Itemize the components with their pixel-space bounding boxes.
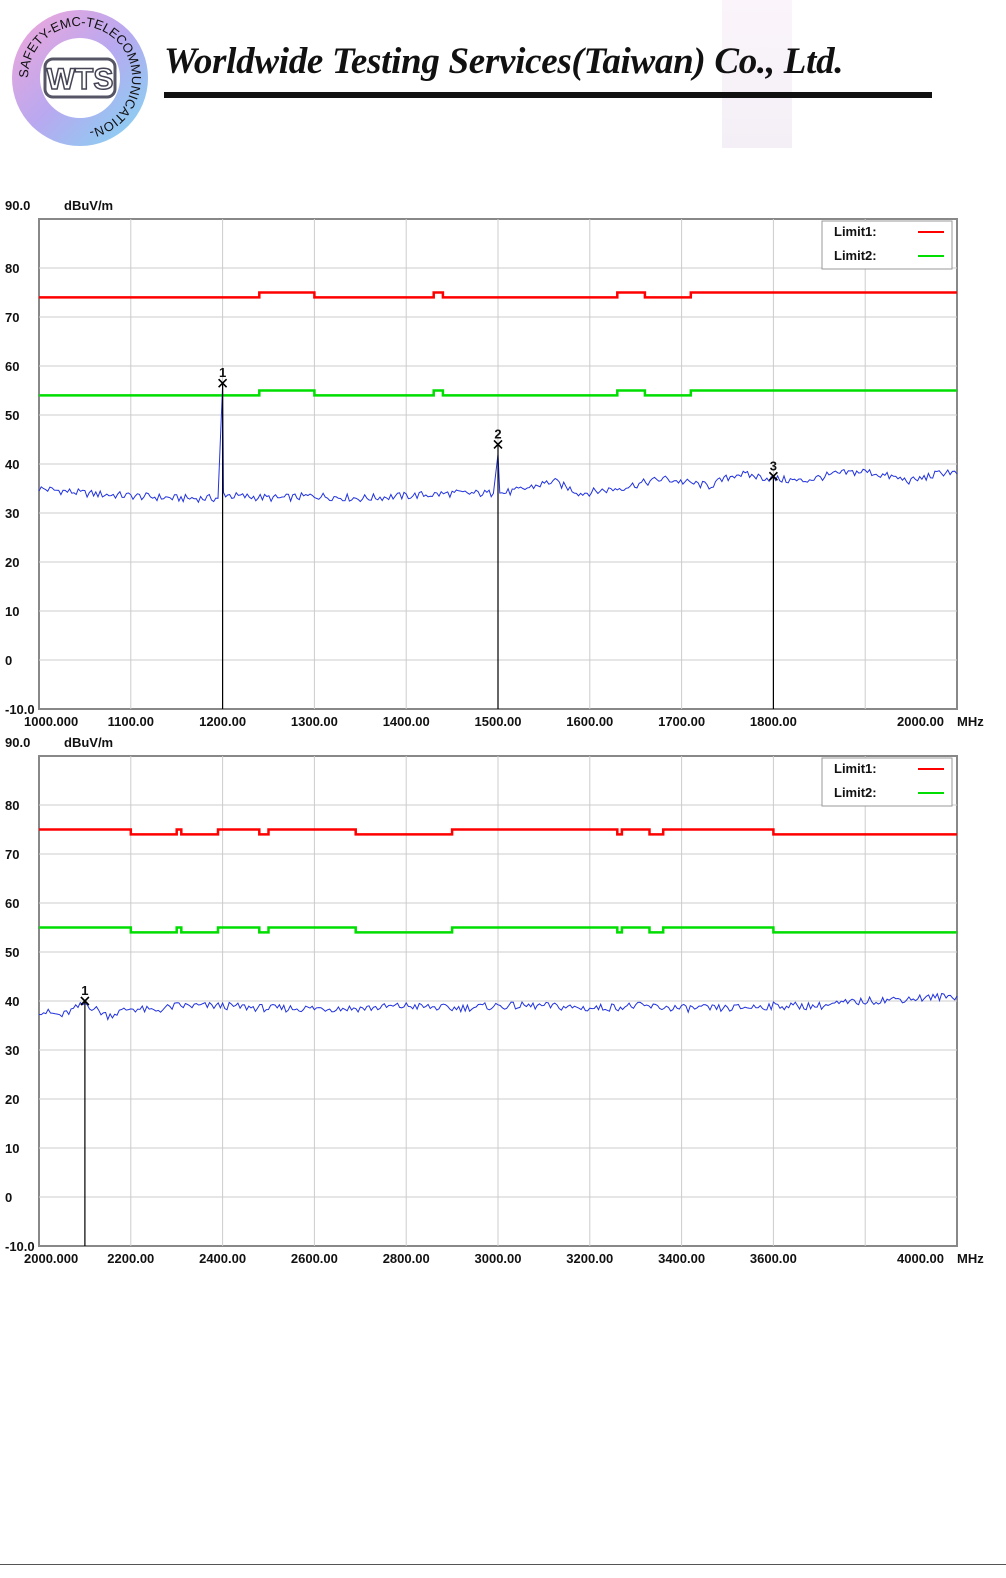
wts-logo: SAFETY-EMC-TELECOMMUNICATION- WTS — [12, 10, 148, 146]
emission-chart-2000-4000: 90.0 80 70 60 50 40 30 20 10 0 -10.0 dBuV/m 2000.000… — [5, 735, 984, 1266]
legend-label: Limit1: — [834, 761, 877, 776]
x-tick-label: 3600.00 — [750, 1251, 797, 1266]
y-tick-label: 10 — [5, 1141, 19, 1156]
marker-label: 3 — [770, 458, 777, 473]
x-tick-label: 2800.00 — [383, 1251, 430, 1266]
y-tick-label: 90.0 — [5, 735, 30, 750]
y-tick-label: 80 — [5, 798, 19, 813]
x-tick-label: 1100.00 — [108, 714, 154, 729]
y-tick-label: 40 — [5, 994, 19, 1009]
x-tick-label: 3200.00 — [566, 1251, 613, 1266]
y-tick-label: 20 — [5, 555, 19, 570]
marker-x — [218, 378, 228, 388]
series-trace — [38, 992, 958, 1021]
company-underline — [164, 92, 932, 98]
x-tick-label: 3000.00 — [475, 1251, 522, 1266]
company-name: Worldwide Testing Services(Taiwan) Co., … — [164, 41, 844, 82]
y-tick-label: 50 — [5, 945, 19, 960]
y-tick-label: 40 — [5, 457, 19, 472]
svg-text:WTS: WTS — [47, 63, 114, 96]
x-tick-label: 2000.000 — [24, 1251, 78, 1266]
legend-label: Limit2: — [834, 248, 877, 263]
y-tick-label: 90.0 — [5, 198, 30, 213]
y-tick-label: 80 — [5, 261, 19, 276]
emission-chart-1000-2000: 90.0 80 70 60 50 40 30 20 10 0 -10.0 dBuV/m 1000.000… — [5, 198, 984, 729]
marker-label: 1 — [81, 983, 88, 998]
legend-label: Limit2: — [834, 785, 877, 800]
legend-box — [821, 757, 953, 807]
y-tick-label: -10.0 — [5, 702, 35, 717]
background-shade — [722, 0, 792, 148]
y-tick-label: 30 — [5, 1043, 19, 1058]
x-tick-label: 3400.00 — [658, 1251, 705, 1266]
series-trace — [38, 385, 958, 504]
x-tick-label: 1700.00 — [658, 714, 705, 729]
y-tick-label: 60 — [5, 896, 19, 911]
y-tick-label: 20 — [5, 1092, 19, 1107]
x-tick-label: 2400.00 — [199, 1251, 246, 1266]
legend-label: Limit1: — [834, 224, 877, 239]
x-tick-label: 2600.00 — [291, 1251, 338, 1266]
y-tick-label: 30 — [5, 506, 19, 521]
series-limit2 — [39, 926, 957, 934]
x-axis-unit: MHz — [957, 714, 984, 729]
x-tick-label: 1000.000 — [24, 714, 78, 729]
marker-label: 1 — [219, 365, 226, 380]
x-tick-label: 1200.00 — [199, 714, 246, 729]
x-tick-label: 1300.00 — [291, 714, 338, 729]
x-tick-label: 4000.00 — [897, 1251, 944, 1266]
legend-box — [821, 220, 953, 270]
y-tick-label: 70 — [5, 847, 19, 862]
y-axis-unit: dBuV/m — [64, 735, 113, 750]
y-tick-label: 10 — [5, 604, 19, 619]
marker-x — [80, 996, 90, 1006]
series-limit1 — [39, 828, 957, 836]
marker-label: 2 — [494, 426, 501, 441]
y-tick-label: 0 — [5, 653, 12, 668]
footer-rule — [0, 1564, 1006, 1565]
x-tick-label: 1400.00 — [383, 714, 430, 729]
y-tick-label: 0 — [5, 1190, 12, 1205]
x-tick-label: 1800.00 — [750, 714, 797, 729]
x-tick-label: 1500.00 — [475, 714, 522, 729]
report-header: SAFETY-EMC-TELECOMMUNICATION- WTS Worldw… — [0, 0, 1006, 150]
series-limit1 — [39, 291, 957, 299]
y-tick-label: -10.0 — [5, 1239, 35, 1254]
y-tick-label: 60 — [5, 359, 19, 374]
marker-x — [768, 471, 778, 481]
x-tick-label: 1600.00 — [566, 714, 613, 729]
marker-x — [493, 439, 503, 449]
y-axis-unit: dBuV/m — [64, 198, 113, 213]
x-axis-unit: MHz — [957, 1251, 984, 1266]
y-tick-label: 70 — [5, 310, 19, 325]
x-tick-label: 2000.00 — [897, 714, 944, 729]
y-tick-label: 50 — [5, 408, 19, 423]
series-limit2 — [39, 389, 957, 397]
x-tick-label: 2200.00 — [107, 1251, 154, 1266]
